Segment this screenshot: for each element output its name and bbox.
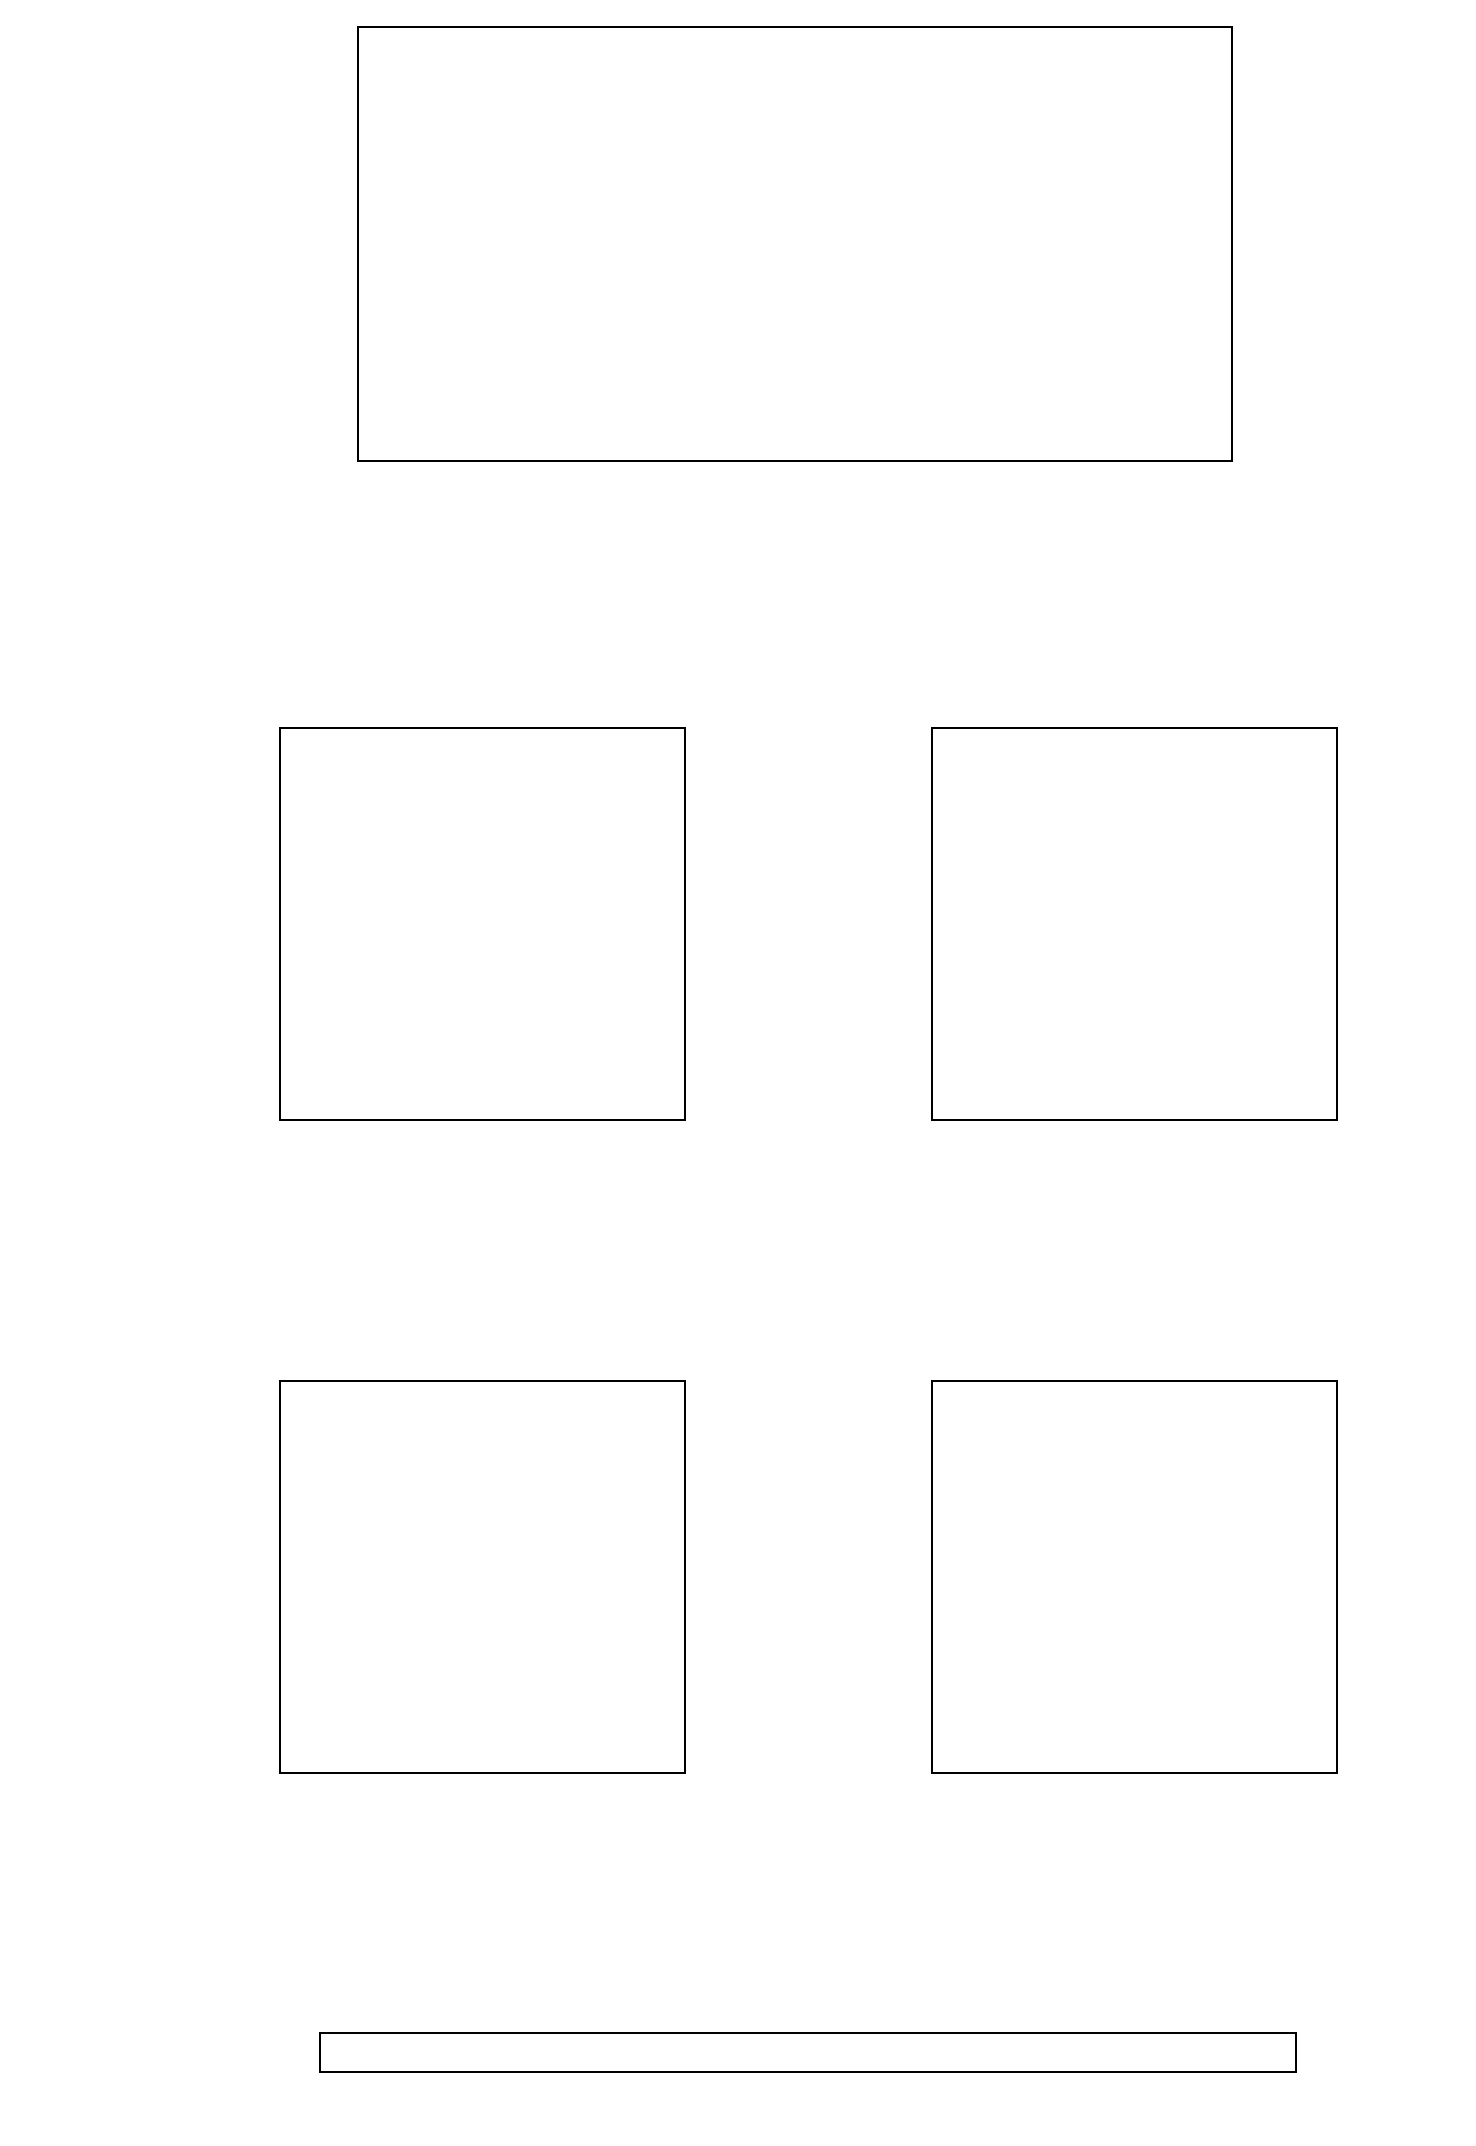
panel-c-ylabel (762, 727, 818, 1121)
panel-e-heatmap-canvas (933, 1382, 1336, 1772)
panel-d-heatmap-canvas (281, 1382, 684, 1772)
panel-b-ylabel (112, 727, 168, 1121)
colorbar-ticks (319, 2085, 1297, 2135)
panel-a-ylabel (172, 26, 228, 462)
panel-d-ylabel (112, 1380, 168, 1774)
panel-d-plot-area (279, 1380, 686, 1774)
colorbar-gradient (319, 2032, 1297, 2073)
panel-e-plot-area (931, 1380, 1338, 1774)
panel-c-plot-area (931, 727, 1338, 1121)
panel-a-heatmap-canvas (359, 28, 1231, 460)
panel-b-heatmap-canvas (281, 729, 684, 1119)
panel-e-ylabel (762, 1380, 818, 1774)
panel-c-heatmap-canvas (933, 729, 1336, 1119)
panel-a-plot-area (357, 26, 1233, 462)
panel-b-plot-area (279, 727, 686, 1121)
